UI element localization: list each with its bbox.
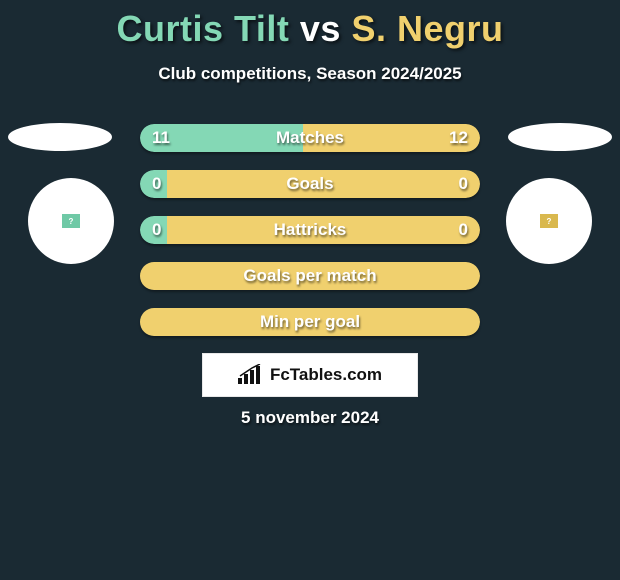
stat-label: Hattricks xyxy=(274,216,347,244)
stat-row-goals-per-match: Goals per match xyxy=(140,262,480,290)
player1-avatar: ? xyxy=(28,178,114,264)
subtitle: Club competitions, Season 2024/2025 xyxy=(0,64,620,84)
player1-avatar-placeholder-icon: ? xyxy=(62,214,80,228)
stat-value-right: 0 xyxy=(459,216,468,244)
stat-row-goals: 0 Goals 0 xyxy=(140,170,480,198)
stat-row-matches: 11 Matches 12 xyxy=(140,124,480,152)
stat-value-left: 0 xyxy=(152,170,161,198)
stat-value-left: 11 xyxy=(152,124,170,152)
player2-name: S. Negru xyxy=(351,8,503,49)
fctables-logo: FcTables.com xyxy=(202,353,418,397)
comparison-title: Curtis Tilt vs S. Negru xyxy=(0,0,620,50)
player1-name: Curtis Tilt xyxy=(117,8,290,49)
stat-label: Min per goal xyxy=(260,308,360,336)
stat-value-left: 0 xyxy=(152,216,161,244)
logo-text: FcTables.com xyxy=(270,365,382,385)
snapshot-date: 5 november 2024 xyxy=(0,408,620,428)
bars-icon xyxy=(238,364,264,386)
stat-label: Matches xyxy=(276,124,344,152)
stat-label: Goals per match xyxy=(243,262,376,290)
stat-row-hattricks: 0 Hattricks 0 xyxy=(140,216,480,244)
stat-value-right: 0 xyxy=(459,170,468,198)
player1-club-oval xyxy=(8,123,112,151)
stat-label: Goals xyxy=(286,170,333,198)
stat-row-min-per-goal: Min per goal xyxy=(140,308,480,336)
player2-avatar: ? xyxy=(506,178,592,264)
stat-value-right: 12 xyxy=(449,124,468,152)
player2-avatar-placeholder-icon: ? xyxy=(540,214,558,228)
player2-club-oval xyxy=(508,123,612,151)
vs-separator: vs xyxy=(300,8,341,49)
stat-bars: 11 Matches 12 0 Goals 0 0 Hattricks 0 Go… xyxy=(140,124,480,354)
